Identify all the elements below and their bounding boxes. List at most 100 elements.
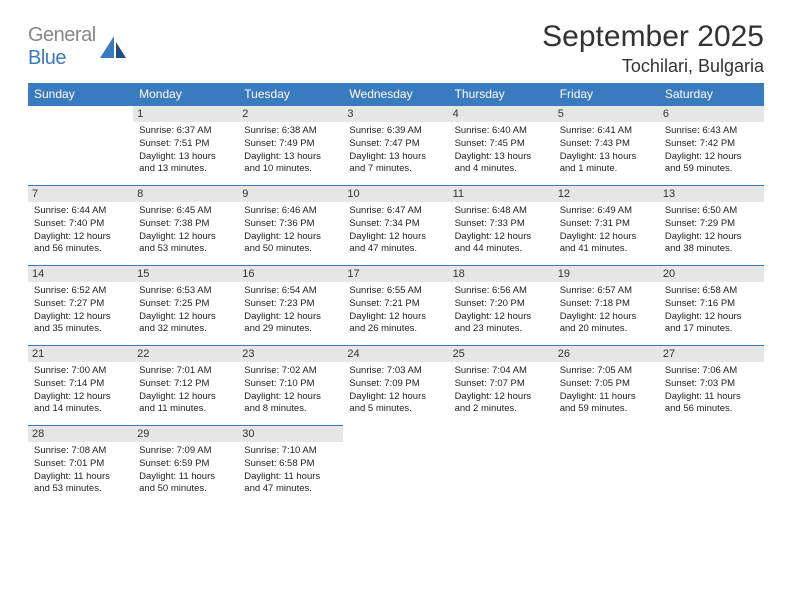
cell-body: Sunrise: 7:02 AMSunset: 7:10 PMDaylight:… <box>244 365 337 416</box>
cell-body: Sunrise: 6:58 AMSunset: 7:16 PMDaylight:… <box>665 285 758 336</box>
daylight-text: Daylight: 13 hours and 4 minutes. <box>455 151 548 177</box>
calendar-cell: 14Sunrise: 6:52 AMSunset: 7:27 PMDayligh… <box>28 266 133 346</box>
daylight-text: Daylight: 12 hours and 26 minutes. <box>349 311 442 337</box>
sunrise-text: Sunrise: 7:04 AM <box>455 365 548 378</box>
calendar-cell: 19 Sunrise: 6:57 AMSunset: 7:18 PMDayligh… <box>554 266 659 346</box>
sunset-text: Sunset: 7:20 PM <box>455 298 548 311</box>
calendar-cell: 11Sunrise: 6:48 AMSunset: 7:33 PMDayligh… <box>449 186 554 266</box>
cell-body: Sunrise: 6:50 AMSunset: 7:29 PMDaylight:… <box>665 205 758 256</box>
cell-body: Sunrise: 7:09 AMSunset: 6:59 PMDaylight:… <box>139 445 232 496</box>
daylight-text: Daylight: 12 hours and 44 minutes. <box>455 231 548 257</box>
day-header: Tuesday <box>238 83 343 106</box>
calendar-cell: 13 Sunrise: 6:50 AMSunset: 7:29 PMDayligh… <box>659 186 764 266</box>
calendar-cell <box>343 426 448 506</box>
date-number: 29 <box>133 426 238 442</box>
calendar-week: 14Sunrise: 6:52 AMSunset: 7:27 PMDayligh… <box>28 266 764 346</box>
daylight-text: Daylight: 12 hours and 47 minutes. <box>349 231 442 257</box>
daylight-text: Daylight: 11 hours and 53 minutes. <box>34 471 127 497</box>
date-number: 16 <box>238 266 343 282</box>
cell-body: Sunrise: 6:40 AMSunset: 7:45 PMDaylight:… <box>455 125 548 176</box>
calendar-cell <box>659 426 764 506</box>
calendar-cell: 12 Sunrise: 6:49 AMSunset: 7:31 PMDayligh… <box>554 186 659 266</box>
sunrise-text: Sunrise: 6:45 AM <box>139 205 232 218</box>
sunset-text: Sunset: 7:23 PM <box>244 298 337 311</box>
date-number: 20 <box>659 266 764 282</box>
sunset-text: Sunset: 7:33 PM <box>455 218 548 231</box>
day-header: Thursday <box>449 83 554 106</box>
date-number: 27 <box>659 346 764 362</box>
page-title: September 2025 <box>542 20 764 54</box>
sunrise-text: Sunrise: 6:43 AM <box>665 125 758 138</box>
cell-body: Sunrise: 6:54 AMSunset: 7:23 PMDaylight:… <box>244 285 337 336</box>
calendar-week: 28Sunrise: 7:08 AMSunset: 7:01 PMDayligh… <box>28 426 764 506</box>
daylight-text: Daylight: 13 hours and 10 minutes. <box>244 151 337 177</box>
sunset-text: Sunset: 7:47 PM <box>349 138 442 151</box>
sunrise-text: Sunrise: 6:39 AM <box>349 125 442 138</box>
sunset-text: Sunset: 7:03 PM <box>665 378 758 391</box>
cell-body: Sunrise: 7:04 AMSunset: 7:07 PMDaylight:… <box>455 365 548 416</box>
sunrise-text: Sunrise: 6:53 AM <box>139 285 232 298</box>
sunset-text: Sunset: 7:42 PM <box>665 138 758 151</box>
date-number: 30 <box>238 426 343 442</box>
sunset-text: Sunset: 7:18 PM <box>560 298 653 311</box>
cell-body: Sunrise: 6:44 AMSunset: 7:40 PMDaylight:… <box>34 205 127 256</box>
sunrise-text: Sunrise: 7:05 AM <box>560 365 653 378</box>
cell-body: Sunrise: 7:05 AMSunset: 7:05 PMDaylight:… <box>560 365 653 416</box>
calendar-cell: 16 Sunrise: 6:54 AMSunset: 7:23 PMDayligh… <box>238 266 343 346</box>
sunrise-text: Sunrise: 6:37 AM <box>139 125 232 138</box>
sunrise-text: Sunrise: 6:44 AM <box>34 205 127 218</box>
sunrise-text: Sunrise: 6:47 AM <box>349 205 442 218</box>
daylight-text: Daylight: 12 hours and 38 minutes. <box>665 231 758 257</box>
daylight-text: Daylight: 12 hours and 23 minutes. <box>455 311 548 337</box>
logo-sail-icon <box>100 36 126 58</box>
calendar-week: 21Sunrise: 7:00 AMSunset: 7:14 PMDayligh… <box>28 346 764 426</box>
daylight-text: Daylight: 12 hours and 56 minutes. <box>34 231 127 257</box>
sunset-text: Sunset: 7:21 PM <box>349 298 442 311</box>
logo-text-gray: General <box>28 24 96 46</box>
sunrise-text: Sunrise: 7:03 AM <box>349 365 442 378</box>
calendar-week: 7Sunrise: 6:44 AMSunset: 7:40 PMDaylight… <box>28 186 764 266</box>
date-number: 19 <box>554 266 659 282</box>
date-number: 5 <box>554 106 659 122</box>
calendar-week: 1Sunrise: 6:37 AMSunset: 7:51 PMDaylight… <box>28 106 764 186</box>
cell-body: Sunrise: 6:41 AMSunset: 7:43 PMDaylight:… <box>560 125 653 176</box>
calendar-cell: 26Sunrise: 7:05 AMSunset: 7:05 PMDayligh… <box>554 346 659 426</box>
cell-body: Sunrise: 6:49 AMSunset: 7:31 PMDaylight:… <box>560 205 653 256</box>
sunrise-text: Sunrise: 7:00 AM <box>34 365 127 378</box>
date-number: 17 <box>343 266 448 282</box>
calendar-cell: 3Sunrise: 6:39 AMSunset: 7:47 PMDaylight… <box>343 106 448 186</box>
sunset-text: Sunset: 7:05 PM <box>560 378 653 391</box>
calendar-cell <box>449 426 554 506</box>
calendar-cell: 24Sunrise: 7:03 AMSunset: 7:09 PMDayligh… <box>343 346 448 426</box>
sunrise-text: Sunrise: 7:09 AM <box>139 445 232 458</box>
calendar-cell: 7Sunrise: 6:44 AMSunset: 7:40 PMDaylight… <box>28 186 133 266</box>
calendar-cell: 23Sunrise: 7:02 AMSunset: 7:10 PMDayligh… <box>238 346 343 426</box>
cell-body: Sunrise: 6:53 AMSunset: 7:25 PMDaylight:… <box>139 285 232 336</box>
date-number: 12 <box>554 186 659 202</box>
sunset-text: Sunset: 7:40 PM <box>34 218 127 231</box>
daylight-text: Daylight: 13 hours and 1 minute. <box>560 151 653 177</box>
sunset-text: Sunset: 7:16 PM <box>665 298 758 311</box>
calendar-cell: 28Sunrise: 7:08 AMSunset: 7:01 PMDayligh… <box>28 426 133 506</box>
sunrise-text: Sunrise: 6:46 AM <box>244 205 337 218</box>
sunrise-text: Sunrise: 7:06 AM <box>665 365 758 378</box>
calendar-cell: 9Sunrise: 6:46 AMSunset: 7:36 PMDaylight… <box>238 186 343 266</box>
date-number: 1 <box>133 106 238 122</box>
sunset-text: Sunset: 7:14 PM <box>34 378 127 391</box>
calendar-cell: 29 Sunrise: 7:09 AMSunset: 6:59 PMDayligh… <box>133 426 238 506</box>
sunrise-text: Sunrise: 7:02 AM <box>244 365 337 378</box>
daylight-text: Daylight: 11 hours and 56 minutes. <box>665 391 758 417</box>
calendar-cell: 27 Sunrise: 7:06 AMSunset: 7:03 PMDayligh… <box>659 346 764 426</box>
daylight-text: Daylight: 12 hours and 50 minutes. <box>244 231 337 257</box>
sunrise-text: Sunrise: 6:41 AM <box>560 125 653 138</box>
day-header: Friday <box>554 83 659 106</box>
sunrise-text: Sunrise: 6:50 AM <box>665 205 758 218</box>
date-number: 3 <box>343 106 448 122</box>
cell-body: Sunrise: 6:57 AMSunset: 7:18 PMDaylight:… <box>560 285 653 336</box>
daylight-text: Daylight: 12 hours and 53 minutes. <box>139 231 232 257</box>
cell-body: Sunrise: 6:38 AMSunset: 7:49 PMDaylight:… <box>244 125 337 176</box>
sunset-text: Sunset: 7:12 PM <box>139 378 232 391</box>
date-number: 13 <box>659 186 764 202</box>
sunset-text: Sunset: 7:07 PM <box>455 378 548 391</box>
daylight-text: Daylight: 12 hours and 2 minutes. <box>455 391 548 417</box>
